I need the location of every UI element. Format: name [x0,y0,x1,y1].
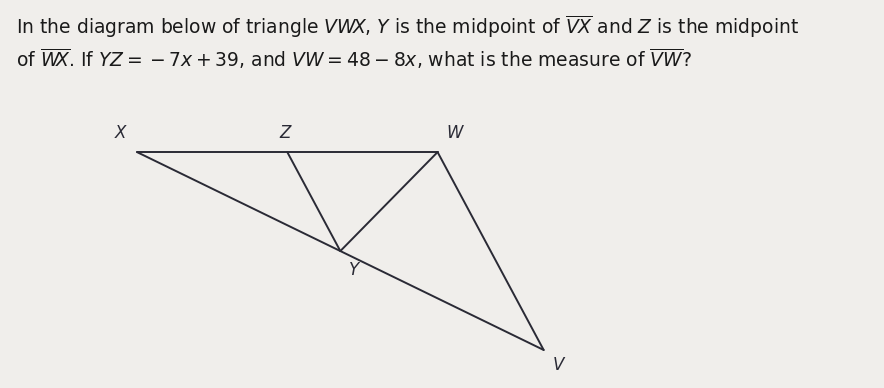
Text: W: W [446,125,463,142]
Text: Z: Z [280,125,291,142]
Text: In the diagram below of triangle $\mathit{VW\!X}$, $\mathit{Y}$ is the midpoint : In the diagram below of triangle $\mathi… [16,14,799,40]
Text: of $\overline{\mathit{W\!X}}$. If $\mathit{YZ} = -7x + 39$, and $\mathit{VW} = 4: of $\overline{\mathit{W\!X}}$. If $\math… [16,47,692,71]
Text: Y: Y [349,261,359,279]
Text: X: X [115,125,126,142]
Text: V: V [552,356,564,374]
